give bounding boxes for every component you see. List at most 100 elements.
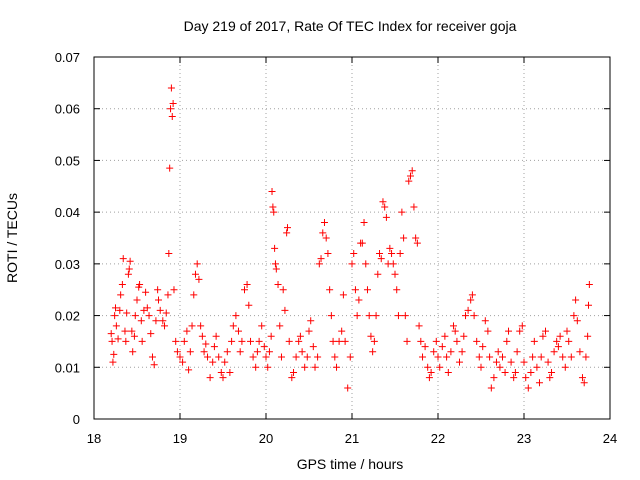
data-point bbox=[467, 296, 475, 304]
data-point bbox=[585, 281, 593, 289]
data-point bbox=[582, 353, 590, 361]
data-point bbox=[288, 374, 296, 382]
data-point bbox=[458, 348, 466, 356]
data-point bbox=[128, 327, 136, 335]
data-point bbox=[516, 327, 524, 335]
x-tick-label: 19 bbox=[173, 431, 187, 446]
data-point bbox=[131, 312, 139, 320]
data-point bbox=[468, 291, 476, 299]
data-point bbox=[274, 281, 282, 289]
data-point bbox=[210, 343, 218, 351]
data-point bbox=[462, 312, 470, 320]
data-point bbox=[477, 363, 485, 371]
data-point bbox=[327, 312, 335, 320]
data-point bbox=[110, 350, 118, 358]
data-point bbox=[567, 353, 575, 361]
data-point bbox=[315, 260, 323, 268]
data-point bbox=[522, 374, 530, 382]
data-point bbox=[421, 343, 429, 351]
data-point bbox=[379, 198, 387, 206]
data-point bbox=[535, 379, 543, 387]
data-point bbox=[319, 229, 327, 237]
data-point bbox=[425, 374, 433, 382]
data-point bbox=[143, 304, 151, 312]
data-point bbox=[419, 353, 427, 361]
data-point bbox=[116, 306, 124, 314]
data-point bbox=[296, 332, 304, 340]
data-point bbox=[358, 239, 366, 247]
data-point bbox=[154, 286, 162, 294]
data-point bbox=[114, 335, 122, 343]
y-tick-label: 0.02 bbox=[55, 309, 80, 324]
data-point bbox=[172, 337, 180, 345]
data-point bbox=[130, 332, 138, 340]
data-point bbox=[339, 291, 347, 299]
x-tick-label: 23 bbox=[517, 431, 531, 446]
data-point bbox=[501, 368, 509, 376]
data-point bbox=[138, 337, 146, 345]
data-point bbox=[496, 363, 504, 371]
data-point bbox=[447, 348, 455, 356]
data-point bbox=[133, 296, 141, 304]
data-point bbox=[401, 312, 409, 320]
data-point bbox=[298, 348, 306, 356]
data-point bbox=[427, 368, 435, 376]
data-point bbox=[561, 363, 569, 371]
data-point bbox=[403, 337, 411, 345]
data-point bbox=[229, 322, 237, 330]
data-point bbox=[360, 218, 368, 226]
data-point bbox=[377, 255, 385, 263]
data-point bbox=[200, 348, 208, 356]
data-point bbox=[188, 322, 196, 330]
data-point bbox=[283, 229, 291, 237]
data-point bbox=[486, 353, 494, 361]
data-point bbox=[367, 332, 375, 340]
data-point bbox=[317, 255, 325, 263]
data-point bbox=[202, 340, 210, 348]
data-point bbox=[473, 337, 481, 345]
data-point bbox=[260, 343, 268, 351]
data-point bbox=[155, 296, 162, 304]
data-point bbox=[550, 348, 558, 356]
data-point bbox=[464, 306, 472, 314]
data-point bbox=[394, 312, 402, 320]
data-point bbox=[142, 288, 150, 296]
data-point bbox=[258, 322, 266, 330]
data-point bbox=[344, 384, 352, 392]
data-point bbox=[530, 337, 538, 345]
data-point bbox=[197, 322, 205, 330]
data-point bbox=[212, 332, 220, 340]
y-tick-label: 0.07 bbox=[55, 50, 80, 65]
grid-lines bbox=[94, 57, 610, 419]
data-point bbox=[215, 353, 223, 361]
data-point bbox=[351, 286, 359, 294]
data-point bbox=[245, 301, 253, 309]
data-point bbox=[494, 348, 502, 356]
data-point bbox=[255, 337, 263, 345]
data-point bbox=[253, 348, 261, 356]
data-point bbox=[309, 343, 317, 351]
data-point bbox=[150, 361, 158, 369]
data-point bbox=[348, 260, 356, 268]
data-point bbox=[355, 296, 363, 304]
data-point bbox=[209, 358, 217, 366]
data-point bbox=[393, 286, 401, 294]
data-point bbox=[556, 332, 564, 340]
data-point bbox=[400, 234, 408, 242]
data-point bbox=[548, 368, 556, 376]
data-point bbox=[436, 363, 444, 371]
data-point bbox=[183, 327, 191, 335]
data-point bbox=[180, 337, 188, 345]
data-point bbox=[415, 322, 423, 330]
data-point bbox=[484, 327, 492, 335]
data-point bbox=[338, 327, 346, 335]
y-tick-label: 0.03 bbox=[55, 257, 80, 272]
data-point bbox=[388, 250, 396, 258]
x-tick-label: 24 bbox=[603, 431, 617, 446]
data-point bbox=[370, 337, 378, 345]
data-point bbox=[559, 353, 567, 361]
data-point bbox=[267, 332, 275, 340]
x-axis-title: GPS time / hours bbox=[297, 456, 404, 472]
axis-ticks: 18 19 20 21 22 23 24 0 0.01 0.02 0.03 0.04 0.05 0.06 0… bbox=[55, 50, 618, 446]
data-point bbox=[554, 343, 562, 351]
